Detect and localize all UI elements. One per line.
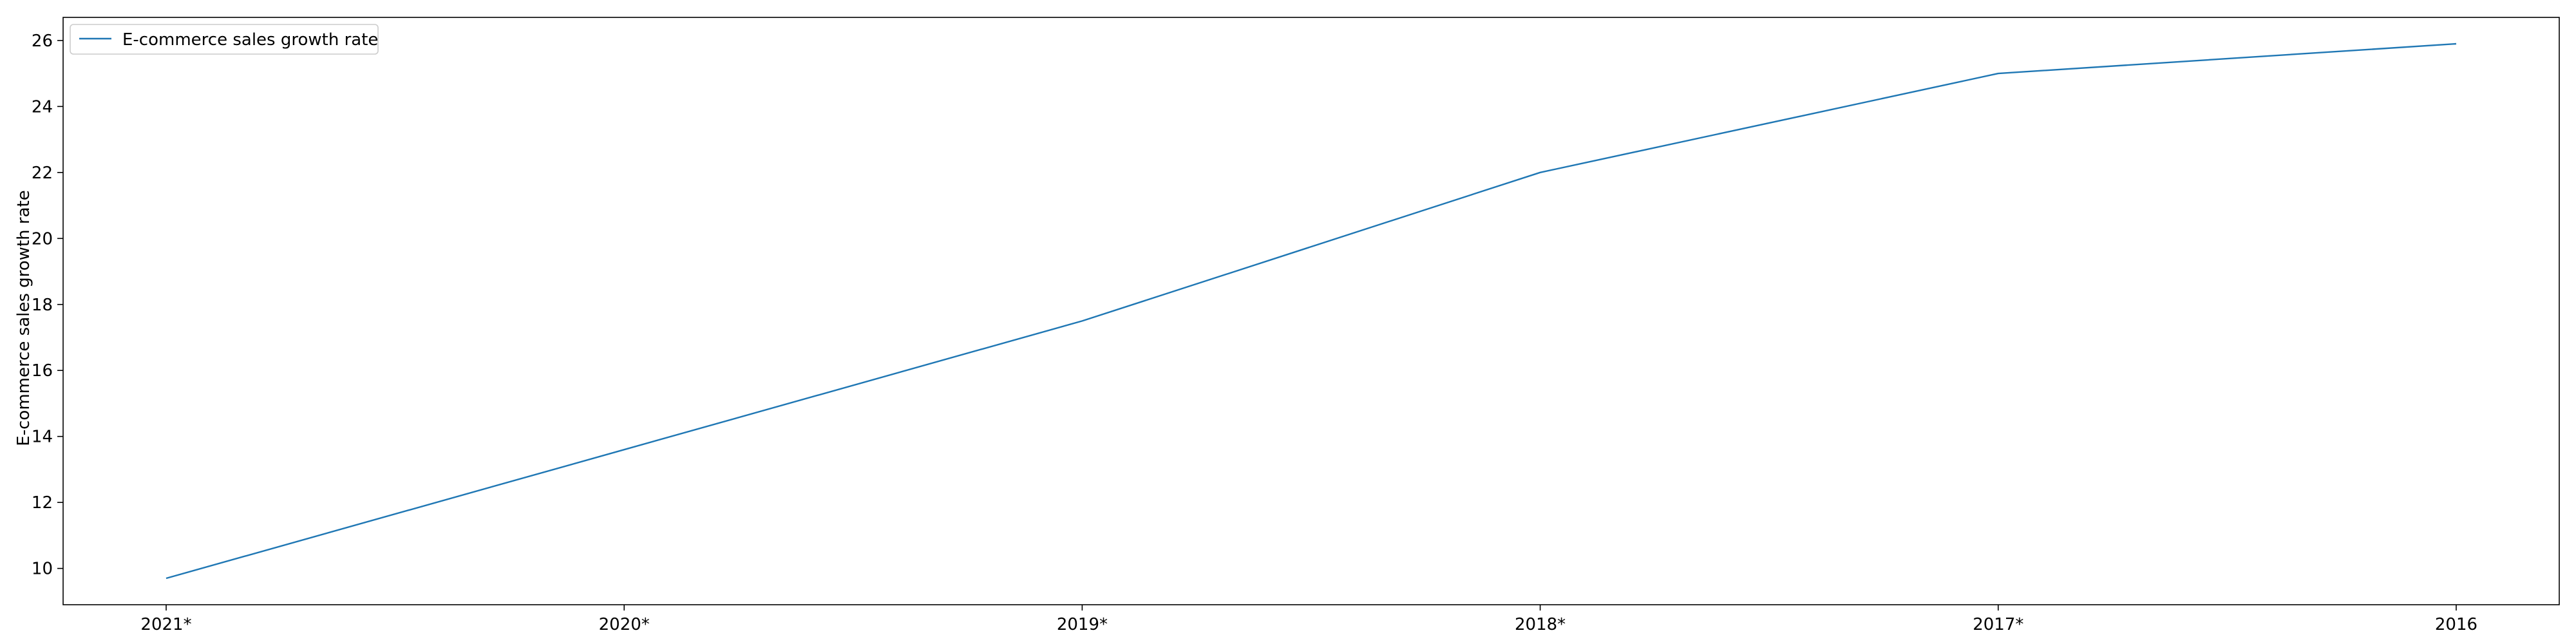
- y-tick-label: 20: [32, 229, 53, 249]
- y-axis-ticks: 10 12 14 16 18 20 22 24 26: [32, 32, 63, 579]
- x-tick-label: 2016: [2435, 615, 2477, 634]
- y-tick-label: 22: [32, 164, 53, 183]
- y-tick-label: 18: [32, 296, 53, 315]
- x-tick-label: 2020*: [599, 615, 650, 634]
- series-layer: [166, 43, 2457, 580]
- legend: E-commerce sales growth rate: [70, 24, 379, 55]
- legend-box: [70, 24, 379, 55]
- x-tick-label: 2018*: [1515, 615, 1566, 634]
- x-axis-ticks: 2021* 2020* 2019* 2018* 2017* 2016: [140, 605, 2477, 634]
- y-tick-label: 26: [32, 32, 53, 51]
- x-tick-label: 2021*: [140, 615, 191, 634]
- plot-area-frame: [62, 17, 2560, 605]
- series-line: [166, 43, 2457, 580]
- legend-label: E-commerce sales growth rate: [122, 30, 378, 50]
- y-tick-label: 10: [32, 560, 53, 579]
- y-tick-label: 14: [32, 428, 53, 447]
- x-tick-label: 2019*: [1057, 615, 1108, 634]
- y-tick-label: 12: [32, 493, 53, 513]
- y-tick-label: 16: [32, 361, 53, 381]
- y-tick-label: 24: [32, 97, 53, 117]
- x-tick-label: 2017*: [1973, 615, 2023, 634]
- y-axis-title: E-commerce sales growth rate: [14, 190, 33, 446]
